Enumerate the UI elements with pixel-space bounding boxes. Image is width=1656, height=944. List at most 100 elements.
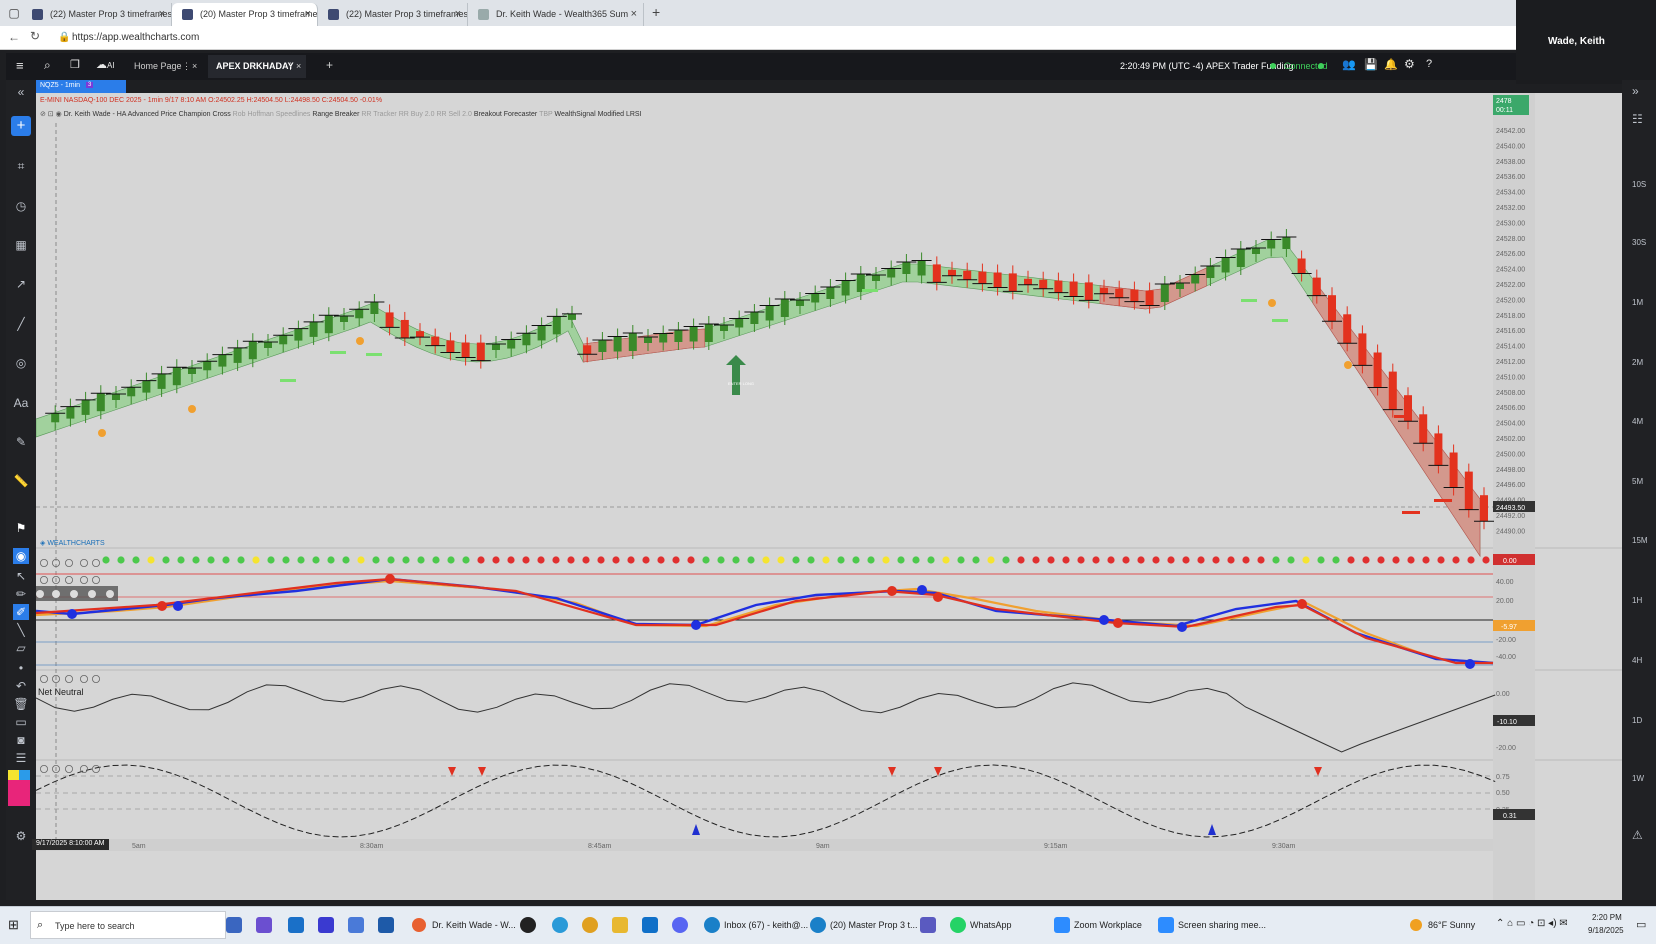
eye-icon[interactable]: ◉ (13, 548, 29, 564)
add-tab-button[interactable]: + (326, 58, 334, 72)
brush-icon[interactable]: ✎ (15, 435, 27, 449)
chart-type-icon[interactable]: ⌗ (17, 159, 25, 173)
location-icon[interactable] (520, 917, 536, 933)
weather-text[interactable]: 86°F Sunny (1428, 920, 1476, 930)
pencil-icon[interactable]: ✏ (15, 587, 27, 601)
timeframe-option[interactable]: 1H (1632, 596, 1643, 605)
trash-icon[interactable]: 🗑 (13, 697, 29, 711)
dot-icon[interactable]: • (18, 661, 24, 675)
start-icon[interactable]: ⊞ (8, 917, 19, 932)
taskbar-app[interactable]: Zoom Workplace (1074, 920, 1142, 930)
close-tab-icon[interactable]: × (454, 8, 461, 20)
add-icon[interactable]: + (11, 116, 31, 136)
close-tab-icon[interactable]: × (158, 8, 165, 20)
taskbar-app[interactable]: Screen sharing mee... (1178, 920, 1267, 930)
edge-icon[interactable] (810, 917, 826, 933)
timeframe-option[interactable]: 2M (1632, 358, 1644, 367)
indicator-label[interactable]: Breakout Forecaster (473, 111, 540, 118)
timeframe-option[interactable]: 15M (1632, 536, 1648, 545)
clock-icon[interactable]: ◷ (15, 199, 27, 213)
folder-icon[interactable] (612, 917, 628, 933)
text-tool-icon[interactable]: Aa (13, 396, 29, 410)
taskview-icon[interactable] (226, 917, 242, 933)
tab-apex-drkhaday[interactable]: APEX DRKHADAY (216, 61, 294, 71)
indicator-controls-icon[interactable]: ⊘ ⊡ ◉ (40, 111, 64, 118)
people-icon[interactable] (348, 917, 364, 933)
url-field[interactable]: https://app.wealthcharts.com (72, 32, 200, 43)
eraser-icon[interactable]: ▱ (16, 641, 26, 655)
symbol-badge[interactable]: NQZ5 - 1min 3 (36, 80, 126, 93)
outlook-app-icon[interactable] (642, 917, 658, 933)
window-menu-icon[interactable]: ▢ (8, 6, 20, 20)
new-tab-button[interactable]: + (652, 4, 661, 20)
system-tray-icons[interactable]: ⌃ ⌂ ▭ ◔ ⊡ ◂) ✉ (1496, 918, 1568, 929)
layouts-icon[interactable]: ❐ (70, 59, 80, 71)
notifications-icon[interactable]: ▭ (1636, 919, 1647, 931)
edge-icon[interactable] (704, 917, 720, 933)
taskbar-app[interactable]: (20) Master Prop 3 t... (830, 920, 918, 930)
cursor-icon[interactable]: ↖ (15, 569, 27, 583)
timeframe-option[interactable]: 4H (1632, 656, 1643, 665)
indicator-label[interactable]: RR Tracker (361, 111, 399, 118)
indicator-label[interactable]: RR Buy 2.0 (398, 111, 437, 118)
browser-tab[interactable]: Dr. Keith Wade - Wealth365 Sum × (468, 3, 644, 26)
undo-icon[interactable]: ↶ (15, 679, 27, 693)
telegram-icon[interactable] (552, 917, 568, 933)
taskbar-app[interactable]: Dr. Keith Wade - W... (432, 920, 516, 930)
expand-icon[interactable]: » (1632, 84, 1639, 98)
indicator-label[interactable]: Range Breaker (312, 111, 362, 118)
search-icon[interactable]: ⌕ (44, 58, 51, 72)
indicator-label[interactable]: TBP (539, 111, 555, 118)
indicator-label[interactable]: Speedlines (275, 111, 313, 118)
watchlist-icon[interactable]: ☷ (1632, 112, 1643, 126)
timeframe-option[interactable]: 5M (1632, 477, 1644, 486)
close-tab-icon[interactable]: × (304, 8, 311, 20)
site-info-icon[interactable]: 🔒 (58, 32, 71, 43)
color-swatch-pink[interactable] (8, 780, 30, 806)
line-tool-icon[interactable]: ╱ (17, 317, 25, 331)
pen-icon[interactable]: ╲ (17, 623, 25, 637)
timeframe-option[interactable]: 1D (1632, 716, 1643, 725)
trend-icon[interactable]: ↗ (15, 277, 27, 291)
timeframe-option[interactable]: 10S (1632, 180, 1647, 189)
users-icon[interactable]: 👥 (1342, 59, 1356, 71)
timeframe-option[interactable]: 30S (1632, 238, 1647, 247)
copilot-icon[interactable] (256, 917, 272, 933)
indicator-label[interactable]: Modified LRSI (597, 111, 642, 118)
calendar-icon[interactable]: ▦ (15, 238, 27, 252)
color-swatch-yellow[interactable] (8, 770, 19, 780)
word-icon[interactable] (378, 917, 394, 933)
browser-tab-active[interactable]: (20) Master Prop 3 timeframes - \ × (172, 3, 318, 26)
browser-tab[interactable]: (22) Master Prop 3 timeframes - \ × (22, 3, 172, 26)
account-text[interactable]: APEX Trader Funding (1206, 61, 1294, 71)
highlighter-icon[interactable]: ✐ (13, 604, 29, 620)
taskbar-app[interactable]: WhatsApp (970, 920, 1012, 930)
chart-canvas[interactable]: 24542.00 24540.00 24538.00 24536.00 24534.00… (36, 93, 1622, 900)
timeframe-option[interactable]: 1W (1632, 774, 1644, 783)
close-tab-icon[interactable]: × (630, 8, 637, 20)
indicator-label[interactable]: Champion Cross (178, 111, 233, 118)
alert-icon[interactable]: ⚠ (1632, 828, 1643, 842)
chart-area[interactable]: NQZ5 - 1min 3 24542.00 24540.00 24538.00 24… (32, 80, 1622, 900)
taskbar-search[interactable]: ⌕ Type here to search (30, 911, 226, 939)
screen-icon[interactable]: ▭ (15, 715, 27, 729)
list-icon[interactable]: ☰ (15, 751, 27, 765)
indicator-label[interactable]: Dr. Keith Wade - HA Advanced Price (63, 111, 179, 118)
ruler-icon[interactable]: 📏 (13, 474, 29, 488)
settings-icon[interactable]: ⚙ (15, 829, 27, 843)
tab-menu-icon[interactable]: ⋮ (286, 61, 295, 71)
timeframe-option[interactable]: 1M (1632, 298, 1644, 307)
bell-icon[interactable]: 🔔 (1384, 59, 1398, 71)
tab-menu-icon[interactable]: ⋮ (182, 61, 191, 71)
collapse-icon[interactable]: « (17, 85, 25, 99)
close-tab-icon[interactable]: × (296, 61, 302, 71)
zoom-share-icon[interactable] (1158, 917, 1174, 933)
chrome-icon[interactable] (582, 917, 598, 933)
help-icon[interactable]: ? (1426, 58, 1433, 70)
shapes-icon[interactable]: ◎ (15, 356, 27, 370)
visual-studio-icon[interactable] (318, 917, 334, 933)
ai-icon[interactable]: ☁AI (96, 59, 115, 71)
indicator-label[interactable]: RR Sell 2.0 (436, 111, 474, 118)
browser-tab[interactable]: (22) Master Prop 3 timeframes - \ × (318, 3, 468, 26)
close-tab-icon[interactable]: × (192, 61, 198, 71)
